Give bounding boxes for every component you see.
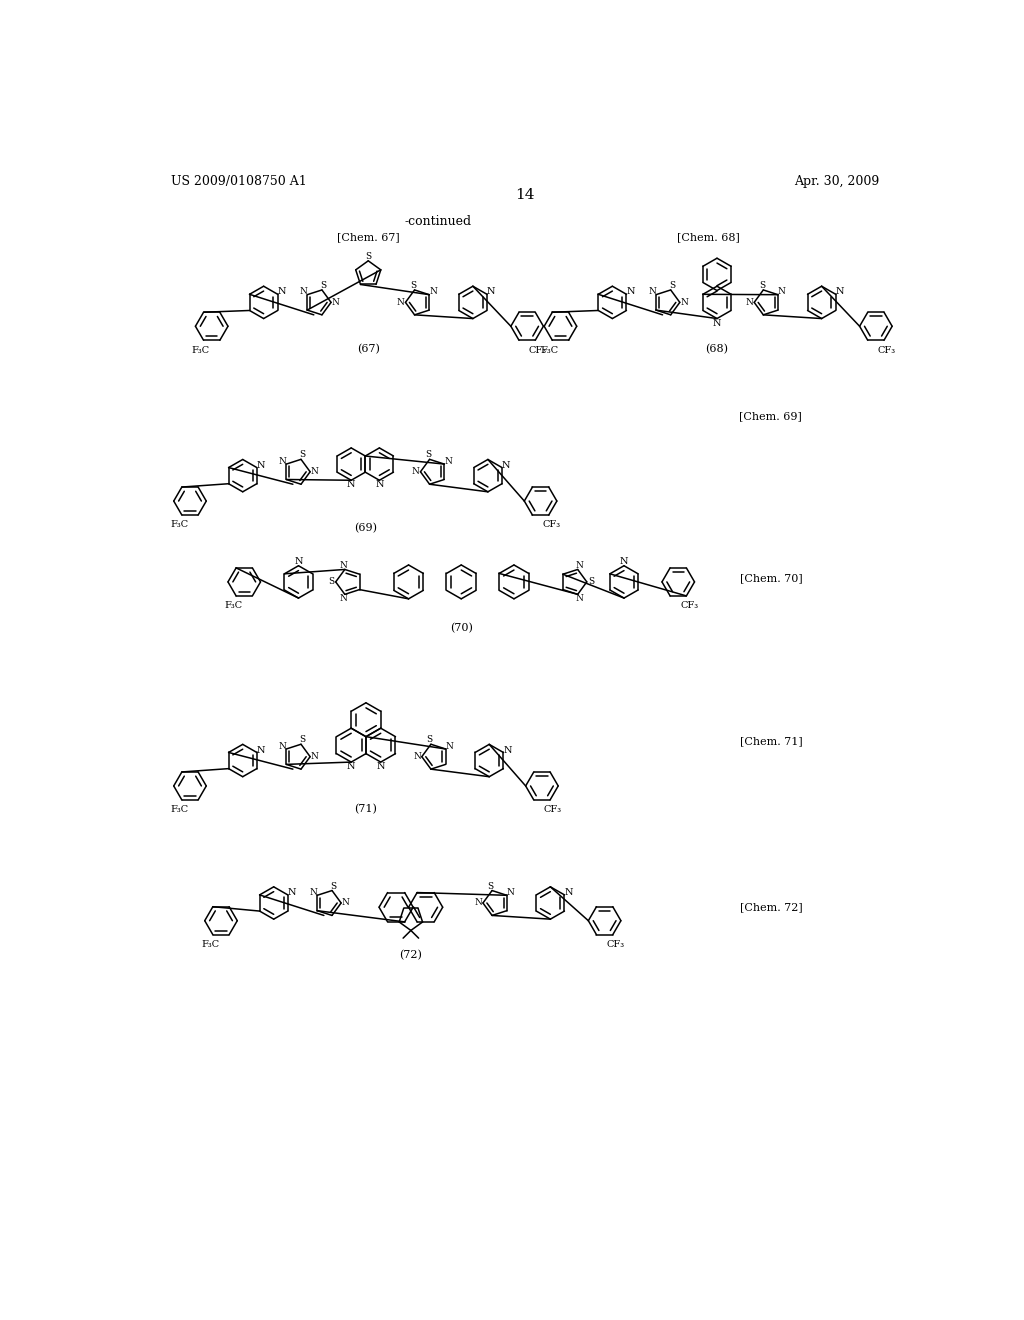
Text: N: N xyxy=(339,594,347,603)
Text: S: S xyxy=(321,281,327,290)
Text: [Chem. 72]: [Chem. 72] xyxy=(739,902,802,912)
Text: [Chem. 69]: [Chem. 69] xyxy=(739,412,802,421)
Text: S: S xyxy=(366,252,372,260)
Text: N: N xyxy=(397,298,404,306)
Text: CF₃: CF₃ xyxy=(878,346,896,355)
Text: F₃C: F₃C xyxy=(170,805,188,814)
Text: [Chem. 71]: [Chem. 71] xyxy=(739,737,802,746)
Text: N: N xyxy=(278,288,286,297)
Text: N: N xyxy=(342,899,350,907)
Text: N: N xyxy=(279,742,287,751)
Text: N: N xyxy=(299,288,307,297)
Text: N: N xyxy=(257,746,265,755)
Text: N: N xyxy=(778,288,785,297)
Text: N: N xyxy=(377,762,385,771)
Text: S: S xyxy=(331,882,337,891)
Text: US 2009/0108750 A1: US 2009/0108750 A1 xyxy=(171,176,306,187)
Text: S: S xyxy=(589,577,595,586)
Text: N: N xyxy=(429,288,437,297)
Text: S: S xyxy=(299,735,305,744)
Text: -continued: -continued xyxy=(404,215,472,228)
Text: CF₃: CF₃ xyxy=(680,602,698,610)
Text: N: N xyxy=(311,467,318,477)
Text: N: N xyxy=(502,461,510,470)
Text: N: N xyxy=(294,557,303,565)
Text: [Chem. 70]: [Chem. 70] xyxy=(739,573,802,583)
Text: N: N xyxy=(332,298,340,306)
Text: F₃C: F₃C xyxy=(224,602,243,610)
Text: N: N xyxy=(713,318,721,327)
Text: N: N xyxy=(444,457,452,466)
Text: N: N xyxy=(347,762,355,771)
Text: (72): (72) xyxy=(399,950,422,961)
Text: N: N xyxy=(575,594,583,603)
Text: F₃C: F₃C xyxy=(201,940,219,949)
Text: N: N xyxy=(486,288,496,297)
Text: N: N xyxy=(507,888,514,898)
Text: N: N xyxy=(375,480,384,490)
Text: N: N xyxy=(681,298,688,306)
Text: (71): (71) xyxy=(354,804,378,814)
Text: S: S xyxy=(299,450,305,459)
Text: Apr. 30, 2009: Apr. 30, 2009 xyxy=(794,176,879,187)
Text: (69): (69) xyxy=(354,523,377,533)
Text: [Chem. 68]: [Chem. 68] xyxy=(677,232,740,242)
Text: (68): (68) xyxy=(706,345,728,355)
Text: S: S xyxy=(759,281,765,290)
Text: N: N xyxy=(564,888,572,898)
Text: N: N xyxy=(339,561,347,569)
Text: N: N xyxy=(347,480,355,490)
Text: N: N xyxy=(288,888,296,898)
Text: N: N xyxy=(309,888,317,898)
Text: N: N xyxy=(257,461,265,470)
Text: N: N xyxy=(445,742,454,751)
Text: F₃C: F₃C xyxy=(170,520,188,529)
Text: N: N xyxy=(503,746,512,755)
Text: F₃C: F₃C xyxy=(191,346,210,355)
Text: [Chem. 67]: [Chem. 67] xyxy=(337,232,399,242)
Text: N: N xyxy=(745,298,754,306)
Text: N: N xyxy=(836,288,844,297)
Text: F₃C: F₃C xyxy=(541,346,559,355)
Text: N: N xyxy=(311,752,318,762)
Text: CF₃: CF₃ xyxy=(544,805,562,814)
Text: S: S xyxy=(487,882,494,891)
Text: S: S xyxy=(410,281,416,290)
Text: N: N xyxy=(648,288,656,297)
Text: (70): (70) xyxy=(450,623,473,634)
Text: 14: 14 xyxy=(515,189,535,202)
Text: S: S xyxy=(669,281,675,290)
Text: CF₃: CF₃ xyxy=(529,346,547,355)
Text: N: N xyxy=(412,467,420,477)
Text: N: N xyxy=(575,561,583,569)
Text: N: N xyxy=(474,899,482,907)
Text: (67): (67) xyxy=(356,345,380,355)
Text: CF₃: CF₃ xyxy=(543,520,560,529)
Text: S: S xyxy=(425,450,431,459)
Text: N: N xyxy=(279,457,287,466)
Text: N: N xyxy=(414,752,421,762)
Text: S: S xyxy=(426,735,432,744)
Text: N: N xyxy=(627,288,635,297)
Text: S: S xyxy=(328,577,334,586)
Text: N: N xyxy=(620,557,629,565)
Text: CF₃: CF₃ xyxy=(606,940,625,949)
